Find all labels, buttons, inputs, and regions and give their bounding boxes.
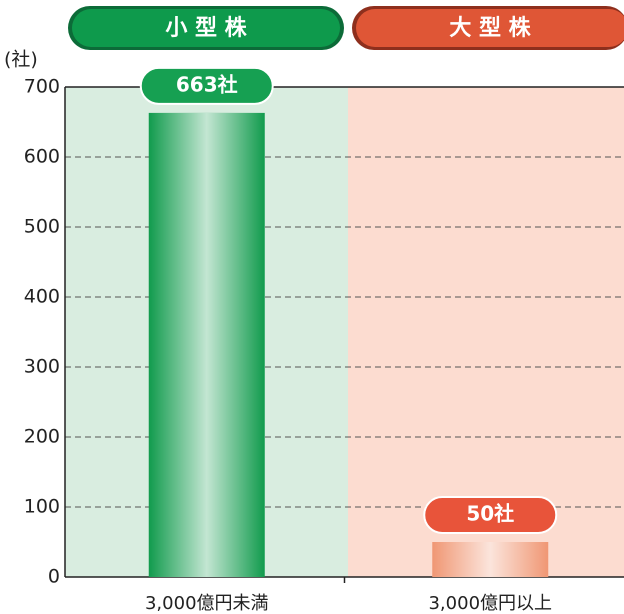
y-unit: (社) — [4, 49, 38, 71]
header-large — [356, 9, 624, 47]
group-label: 小 型 株 — [165, 16, 247, 41]
group-label: 大 型 株 — [449, 16, 531, 41]
value-label: 50社 — [466, 502, 514, 526]
y-tick-label: 300 — [24, 356, 60, 378]
y-tick-label: 200 — [24, 426, 60, 448]
y-tick-label: 600 — [24, 146, 60, 168]
y-tick-label: 500 — [24, 216, 60, 238]
y-tick-label: 100 — [24, 496, 60, 518]
panel-large — [348, 87, 624, 577]
header-small — [72, 9, 340, 47]
bar-shine — [148, 112, 265, 578]
value-label: 663社 — [176, 72, 238, 96]
bar-shine — [432, 542, 549, 577]
x-tick-label: 3,000億円以上 — [428, 593, 552, 614]
y-tick-label: 700 — [24, 76, 60, 98]
x-tick-label: 3,000億円未満 — [145, 593, 269, 614]
value-label-bg — [423, 496, 558, 534]
value-label-bg — [139, 66, 274, 105]
y-tick-label: 400 — [24, 286, 60, 308]
y-tick-label: 0 — [48, 566, 60, 588]
